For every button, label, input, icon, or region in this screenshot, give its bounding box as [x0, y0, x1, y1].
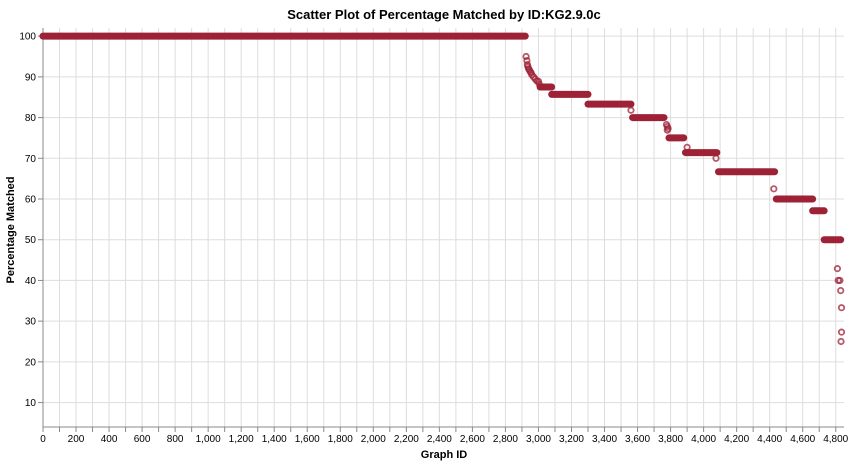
- x-tick-label: 4,200: [724, 434, 749, 445]
- x-tick-label: 800: [167, 434, 184, 445]
- x-tick-label: 2,000: [361, 434, 386, 445]
- x-tick-label: 3,000: [526, 434, 551, 445]
- data-point: [836, 276, 844, 285]
- y-tick-label: 30: [25, 317, 37, 328]
- x-tick-label: 1,800: [328, 434, 353, 445]
- data-point: [712, 154, 720, 162]
- x-tick-label: 200: [68, 434, 85, 445]
- x-tick-label: 2,200: [394, 434, 419, 445]
- chart-title: Scatter Plot of Percentage Matched by ID…: [287, 7, 601, 22]
- grid-layer: [42, 28, 844, 427]
- x-tick-label: 400: [101, 434, 118, 445]
- y-tick-label: 40: [25, 276, 37, 287]
- x-tick-label: 1,200: [229, 434, 254, 445]
- x-axis-title: Graph ID: [421, 449, 468, 461]
- x-tick-label: 3,800: [658, 434, 683, 445]
- data-point: [683, 143, 691, 151]
- y-tick-label: 70: [25, 154, 37, 165]
- x-tick-label: 600: [134, 434, 151, 445]
- data-point: [837, 328, 846, 336]
- y-tick-label: 10: [25, 398, 37, 409]
- x-tick-label: 1,000: [196, 434, 221, 445]
- axes-layer: 0 200 400 600 800 1,000 1,200 1,400 1,600 1,800 2,…: [19, 28, 849, 445]
- y-tick-label: 90: [25, 72, 37, 83]
- x-tick-label: 2,400: [427, 434, 452, 445]
- data-point: [837, 304, 846, 312]
- x-tick-label: 1,400: [262, 434, 287, 445]
- y-tick-label: 50: [25, 235, 37, 246]
- y-tick-label: 100: [19, 32, 36, 43]
- x-tick-label: 4,800: [823, 434, 848, 445]
- x-tick-label: 2,600: [460, 434, 485, 445]
- x-tick-label: 4,000: [691, 434, 716, 445]
- data-point: [522, 52, 530, 61]
- data-point: [833, 265, 841, 273]
- data-point: [663, 126, 671, 134]
- x-tick-label: 1,600: [295, 434, 320, 445]
- y-tick-label: 60: [25, 195, 37, 206]
- data-point: [627, 106, 635, 114]
- data-point: [535, 80, 543, 88]
- x-tick-label: 4,600: [790, 434, 815, 445]
- y-tick-label: 80: [25, 113, 37, 124]
- x-tick-label: 2,800: [493, 434, 518, 445]
- data-point: [770, 185, 778, 193]
- y-tick-label: 20: [25, 357, 37, 368]
- x-tick-label: 4,400: [757, 434, 782, 445]
- data-point: [837, 287, 845, 295]
- data-point: [837, 337, 845, 346]
- marks-layer: [39, 32, 846, 346]
- x-tick-label: 3,200: [559, 434, 584, 445]
- x-tick-label: 0: [40, 434, 46, 445]
- x-tick-label: 3,400: [592, 434, 617, 445]
- x-tick-label: 3,600: [625, 434, 650, 445]
- y-axis-title: Percentage Matched: [5, 177, 17, 284]
